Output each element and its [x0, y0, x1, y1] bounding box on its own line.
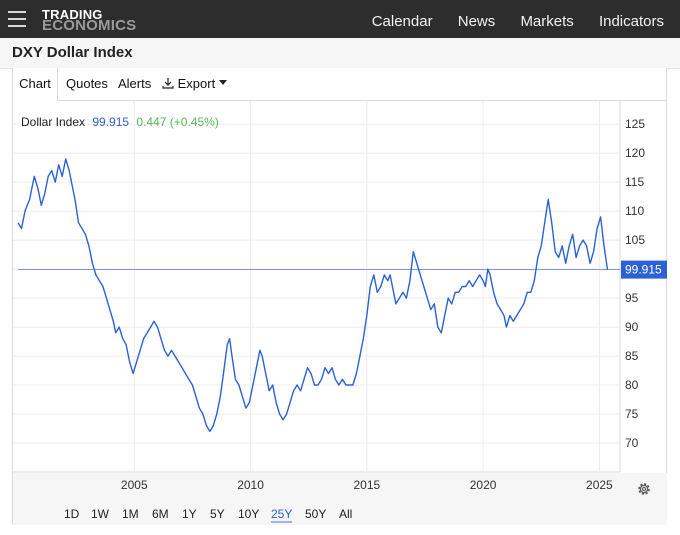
last-value-tag-background [621, 260, 667, 279]
tab-alerts-label: Alerts [118, 76, 152, 91]
range-button-6m[interactable]: 6M [152, 507, 169, 521]
range-button-1d[interactable]: 1D [64, 507, 80, 521]
chevron-down-icon [218, 80, 227, 85]
range-button-1m[interactable]: 1M [122, 507, 139, 521]
range-button-50y[interactable]: 50Y [305, 507, 327, 521]
nav-markets[interactable]: Markets [520, 13, 574, 30]
chart-tabs: Chart Quotes Alerts Export [12, 68, 666, 101]
y-tick-label: 95 [625, 291, 639, 305]
x-tick-label: 2005 [121, 478, 148, 492]
logo-line-2: ECONOMICS [42, 17, 137, 34]
y-axis-ticks: 70 75 80 85 90 95 105 110 115 120 125 [625, 117, 645, 450]
range-button-25y[interactable]: 25Y [271, 507, 293, 523]
settings-gear-icon[interactable] [636, 481, 652, 497]
legend-change: 0.447 (+0.45%) [136, 115, 218, 129]
nav-indicators[interactable]: Indicators [598, 13, 664, 30]
tab-export-label: Export [177, 76, 216, 91]
last-value-tag-label: 99.915 [625, 263, 662, 277]
x-axis-ticks: 2005 2010 2015 2020 2025 [121, 478, 613, 492]
y-tick-label: 110 [625, 204, 644, 218]
nav-news[interactable]: News [457, 13, 496, 30]
y-tick-label: 85 [625, 349, 639, 363]
x-tick-label: 2015 [353, 478, 380, 492]
title-bar: DXY Dollar Index [0, 38, 680, 69]
dollar-index-line [17, 158, 609, 433]
range-button-10y[interactable]: 10Y [238, 507, 260, 521]
legend-last-value: 99.915 [92, 115, 129, 129]
y-tick-label: 115 [625, 175, 644, 189]
y-tick-label: 75 [625, 407, 639, 421]
x-tick-label: 2020 [470, 478, 497, 492]
x-tick-label: 2010 [237, 478, 264, 492]
hamburger-menu-icon[interactable] [8, 11, 26, 27]
legend-series-name: Dollar Index [21, 115, 85, 129]
trading-economics-logo[interactable]: TRADING ECONOMICS [42, 7, 137, 34]
y-tick-label: 120 [625, 146, 645, 160]
logo-line-1: TRADING [42, 7, 103, 22]
range-selector-band [13, 498, 667, 525]
page-title: DXY Dollar Index [12, 44, 133, 61]
chart-panel: Chart Quotes Alerts Export [12, 68, 667, 525]
y-tick-label: 125 [625, 117, 645, 131]
last-value-tag: 99.915 [621, 260, 667, 279]
tab-chart-label: Chart [19, 76, 51, 91]
tab-alerts[interactable]: Alerts [118, 68, 151, 100]
nav-calendar[interactable]: Calendar [371, 13, 433, 30]
download-icon [162, 78, 174, 89]
y-tick-label: 80 [625, 378, 639, 392]
tab-export[interactable]: Export [162, 68, 227, 100]
y-tick-label: 90 [625, 320, 639, 334]
range-button-all[interactable]: All [339, 507, 353, 521]
range-button-1w[interactable]: 1W [91, 507, 109, 521]
top-nav-links: Calendar News Markets Indicators [351, 13, 664, 30]
range-button-1y[interactable]: 1Y [182, 507, 197, 521]
y-tick-label: 105 [625, 233, 645, 247]
tab-quotes[interactable]: Quotes [66, 68, 108, 100]
legend-text: Dollar Index 99.915 0.447 (+0.45%) [21, 115, 219, 129]
tab-quotes-label: Quotes [66, 76, 108, 91]
x-axis-band [13, 473, 667, 498]
tab-chart[interactable]: Chart [12, 68, 58, 101]
x-tick-label: 2025 [586, 478, 613, 492]
range-button-5y[interactable]: 5Y [210, 507, 225, 521]
range-selector: 1D 1W 1M 6M 1Y 5Y 10Y 25Y 50Y All [12, 503, 667, 525]
top-navigation-bar: TRADING ECONOMICS Calendar News Markets … [0, 0, 680, 38]
chart-gridlines [13, 101, 620, 472]
y-tick-label: 70 [625, 436, 639, 450]
